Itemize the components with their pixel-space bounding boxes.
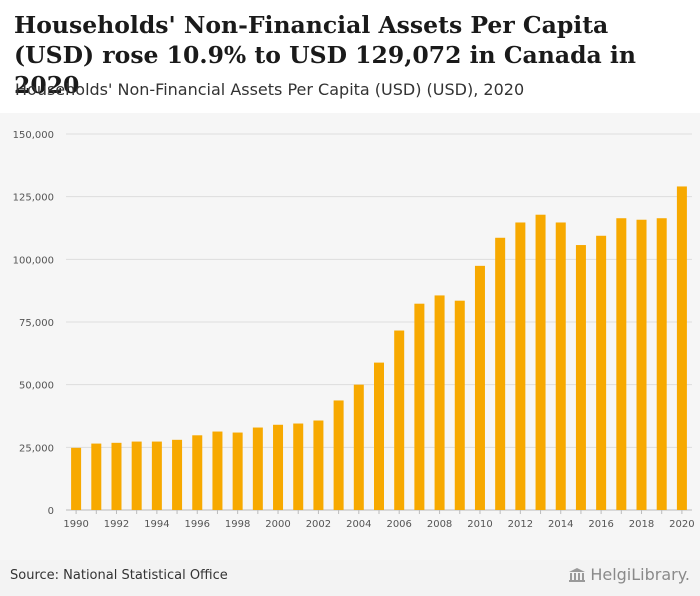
bar (111, 442, 122, 510)
bar (91, 443, 102, 510)
x-tick-label: 2014 (548, 519, 573, 530)
bar (374, 362, 384, 510)
bar (636, 219, 647, 510)
bar (616, 218, 627, 510)
y-tick-label: 0 (48, 506, 54, 517)
y-tick-label: 150,000 (13, 130, 54, 141)
chart-subtitle: Households' Non-Financial Assets Per Cap… (15, 80, 525, 99)
bar (252, 427, 263, 510)
page-title: Households' Non-Financial Assets Per Cap… (14, 11, 636, 99)
x-tick-label: 2006 (386, 519, 411, 530)
x-tick-label: 2002 (306, 519, 331, 530)
y-tick-label: 25,000 (19, 443, 54, 454)
bar (131, 441, 142, 510)
bar-chart: 0 25,000 50,000 75,000 100,000 125,000 150,000… (13, 130, 695, 530)
x-tick-label: 2020 (669, 519, 694, 530)
bar (151, 441, 162, 510)
x-tick-label: 2004 (346, 519, 371, 530)
x-tick-label: 1996 (185, 519, 210, 530)
x-tick-label: 1992 (104, 519, 129, 530)
bar (212, 431, 223, 510)
y-tick-label: 50,000 (19, 381, 54, 392)
bar (575, 245, 586, 510)
x-tick-label: 2012 (508, 519, 533, 530)
bar (515, 222, 526, 510)
bar (535, 214, 546, 510)
x-tick-label: 2008 (427, 519, 452, 530)
bar (555, 222, 566, 510)
bar (414, 303, 425, 510)
header: Households' Non-Financial Assets Per Cap… (0, 0, 700, 113)
x-tick-label: 2010 (467, 519, 492, 530)
y-tick-label: 125,000 (13, 193, 54, 204)
bar (394, 330, 405, 510)
bar (495, 237, 506, 510)
bar (676, 186, 687, 510)
bar (656, 218, 667, 510)
bar (454, 300, 465, 510)
brand-name: HelgiLibrary. (590, 565, 690, 584)
library-icon (569, 567, 586, 582)
bar (293, 423, 304, 510)
bar (232, 432, 243, 510)
bar (172, 439, 183, 510)
footer: Source: National Statistical Office Helg… (0, 560, 700, 596)
bar (333, 400, 344, 510)
y-tick-label: 100,000 (13, 255, 54, 266)
bar (71, 447, 82, 510)
x-tick-label: 2000 (265, 519, 290, 530)
x-tick-label: 2016 (588, 519, 613, 530)
x-tick-label: 1998 (225, 519, 250, 530)
bar (353, 384, 364, 510)
x-tick-label: 2018 (629, 519, 654, 530)
x-tick-label: 1994 (144, 519, 169, 530)
bar (596, 235, 607, 510)
y-tick-label: 75,000 (19, 318, 54, 329)
bar (273, 424, 284, 510)
bar (434, 295, 445, 510)
bar (192, 435, 203, 510)
bar (474, 265, 485, 510)
x-tick-label: 1990 (63, 519, 88, 530)
bar (313, 420, 324, 510)
brand-logo[interactable]: HelgiLibrary. (568, 565, 690, 584)
source-text: Source: National Statistical Office (10, 568, 228, 583)
